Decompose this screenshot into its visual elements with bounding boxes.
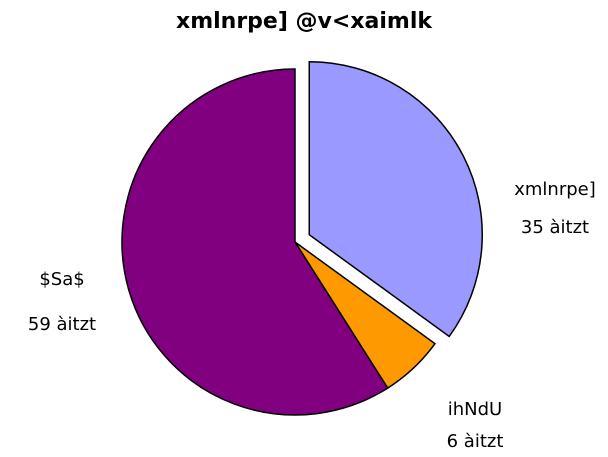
slice-label: xmlnrpe] <box>514 179 596 200</box>
pie-slice <box>121 68 389 416</box>
slice-value-label: 59 àitzt <box>28 314 96 335</box>
pie-slice <box>308 60 484 338</box>
chart-title: xmlnrpe] @v<xaimlk <box>176 9 433 34</box>
slice-value-label: 35 àitzt <box>521 217 589 238</box>
slice-value-label: 6 àitzt <box>447 431 504 452</box>
slice-label: ihNdU <box>448 399 502 420</box>
slice-label: $Sa$ <box>39 269 84 290</box>
